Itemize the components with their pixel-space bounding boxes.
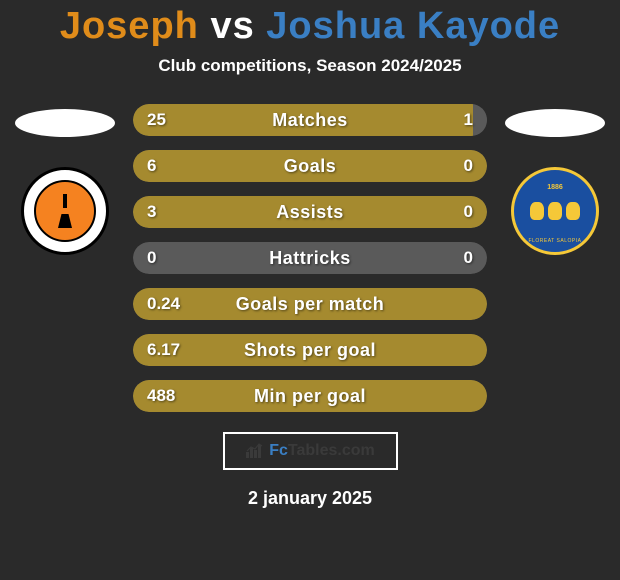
- shrewsbury-crest: 1886 FLOREAT SALOPIA: [511, 167, 599, 255]
- footer-suffix: Tables.com: [288, 442, 375, 459]
- blackpool-inner: [34, 180, 96, 242]
- main-row: 251Matches 60Goals 30Assists 00Hattricks 0.2…: [0, 104, 620, 412]
- stat-label: Goals per match: [133, 294, 487, 315]
- shrewsbury-motto: FLOREAT SALOPIA: [529, 238, 582, 244]
- date: 2 january 2025: [248, 488, 372, 509]
- stat-label: Hattricks: [133, 248, 487, 269]
- chart-icon: [245, 442, 265, 460]
- player2-name: Joshua Kayode: [266, 5, 560, 47]
- stat-label: Min per goal: [133, 386, 487, 407]
- vs-text: vs: [210, 5, 254, 47]
- blackpool-crest: [21, 167, 109, 255]
- stat-row: 00Hattricks: [133, 242, 487, 274]
- stat-row: 30Assists: [133, 196, 487, 228]
- left-side: [15, 104, 115, 255]
- stat-bars: 251Matches 60Goals 30Assists 00Hattricks 0.2…: [133, 104, 487, 412]
- stat-row: 251Matches: [133, 104, 487, 136]
- footer-site-name: FcTables.com: [269, 442, 375, 460]
- footer-prefix: Fc: [269, 442, 288, 459]
- stat-label: Shots per goal: [133, 340, 487, 361]
- stat-label: Assists: [133, 202, 487, 223]
- player1-name: Joseph: [60, 5, 199, 47]
- stat-row: 0.24Goals per match: [133, 288, 487, 320]
- shrewsbury-lions-icon: [530, 202, 580, 220]
- comparison-card: Joseph vs Joshua Kayode Club competition…: [0, 0, 620, 580]
- stat-label: Matches: [133, 110, 487, 131]
- shrewsbury-year: 1886: [547, 184, 563, 191]
- stat-row: 488Min per goal: [133, 380, 487, 412]
- stat-row: 6.17Shots per goal: [133, 334, 487, 366]
- subtitle: Club competitions, Season 2024/2025: [158, 56, 461, 76]
- stat-row: 60Goals: [133, 150, 487, 182]
- right-ellipse-placeholder: [505, 109, 605, 137]
- title: Joseph vs Joshua Kayode: [60, 5, 560, 48]
- footer-logo-box: FcTables.com: [223, 432, 398, 470]
- left-ellipse-placeholder: [15, 109, 115, 137]
- right-side: 1886 FLOREAT SALOPIA: [505, 104, 605, 255]
- stat-label: Goals: [133, 156, 487, 177]
- blackpool-tower-icon: [56, 194, 74, 228]
